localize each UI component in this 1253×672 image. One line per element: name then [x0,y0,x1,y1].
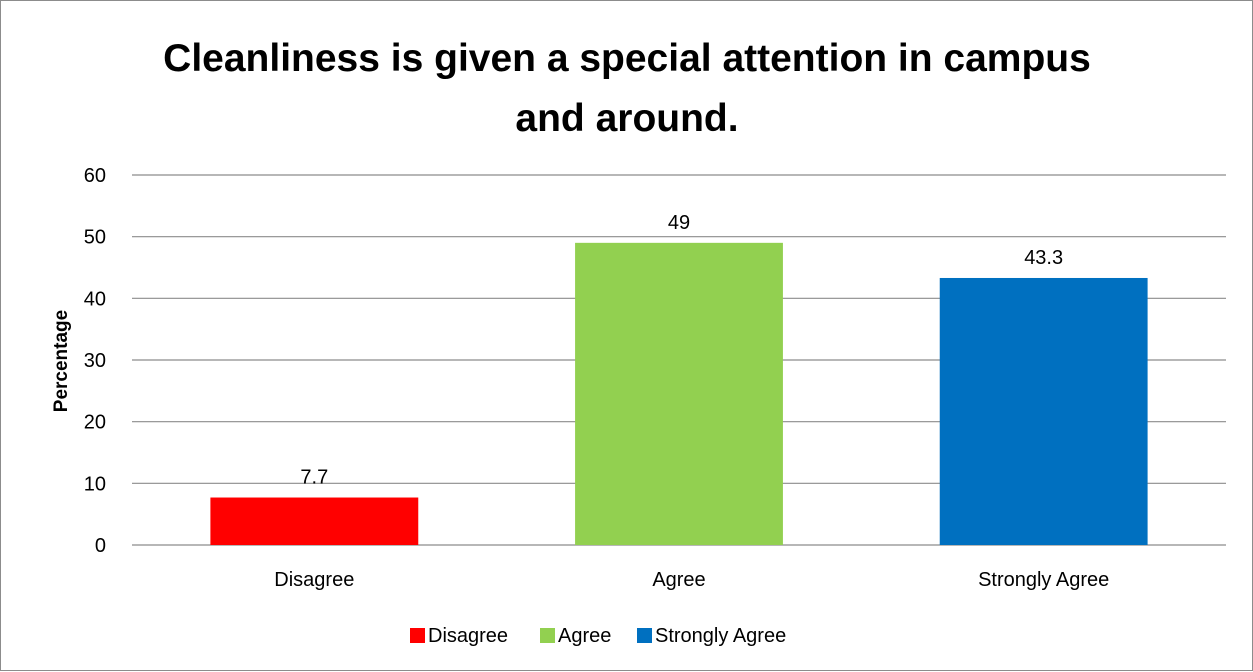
y-tick-label: 40 [84,288,106,310]
legend-swatch [410,628,425,643]
legend: Disagree Agree Strongly Agree [410,625,786,647]
legend-label: Agree [558,625,611,647]
data-label: 7.7 [300,467,328,489]
data-label: 43.3 [1024,247,1063,269]
chart-title-line-2: and around. [515,97,738,140]
category-label: Agree [652,569,705,591]
category-labels: Disagree Agree Strongly Agree [274,569,1109,591]
data-label: 49 [668,212,690,234]
y-tick-label: 60 [84,165,106,187]
y-tick-label: 0 [95,535,106,557]
bars [210,242,1148,546]
y-axis-label: Percentage [51,310,72,412]
y-tick-label: 10 [84,473,106,495]
y-tick-label: 30 [84,350,106,372]
bar-strongly-agree [939,277,1148,545]
category-label: Strongly Agree [978,569,1109,591]
bar-agree [575,242,783,546]
legend-label: Strongly Agree [655,625,786,647]
y-tick-labels: 0 10 20 30 40 50 60 [84,165,106,557]
y-tick-label: 50 [84,227,106,249]
legend-label: Disagree [428,625,508,647]
bar-disagree [210,497,419,545]
y-tick-label: 20 [84,412,106,434]
category-label: Disagree [274,569,354,591]
data-labels: 7.7 49 43.3 [300,212,1063,489]
chart-title-line-1: Cleanliness is given a special attention… [163,37,1091,80]
legend-swatch [540,628,555,643]
legend-swatch [637,628,652,643]
